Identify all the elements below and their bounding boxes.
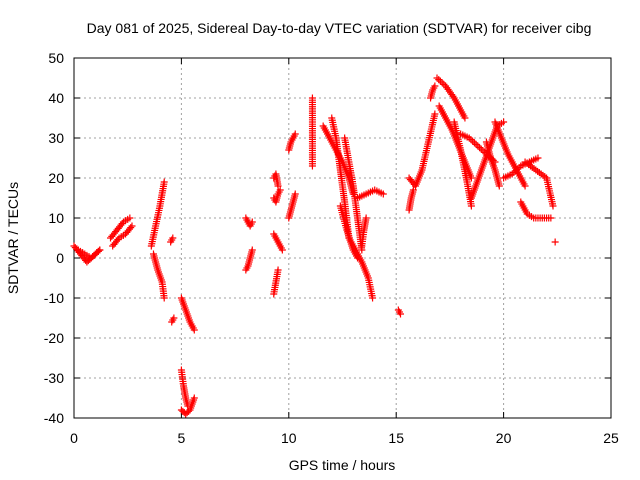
data-point bbox=[354, 254, 362, 262]
data-point bbox=[476, 144, 484, 152]
y-tick-label: 30 bbox=[48, 130, 64, 146]
y-tick-label: 20 bbox=[48, 170, 64, 186]
data-point bbox=[534, 154, 542, 162]
data-point bbox=[170, 314, 178, 322]
data-point bbox=[449, 92, 457, 100]
data-point bbox=[291, 190, 299, 198]
data-point bbox=[126, 214, 134, 222]
data-point bbox=[274, 182, 282, 190]
data-point bbox=[96, 246, 104, 254]
plot-frame bbox=[73, 57, 612, 419]
data-point bbox=[274, 266, 282, 274]
data-point bbox=[477, 145, 485, 153]
data-point bbox=[467, 136, 475, 144]
data-point bbox=[190, 326, 198, 334]
data-point bbox=[440, 80, 448, 88]
data-point bbox=[472, 140, 480, 148]
y-tick-label: -20 bbox=[44, 330, 64, 346]
data-point bbox=[512, 167, 520, 175]
data-point bbox=[433, 74, 441, 82]
y-tick-label: 10 bbox=[48, 210, 64, 226]
data-point bbox=[469, 137, 477, 145]
data-points bbox=[70, 74, 559, 418]
data-point bbox=[479, 147, 487, 155]
data-point bbox=[278, 246, 286, 254]
x-tick-label: 5 bbox=[178, 430, 186, 446]
data-point bbox=[190, 394, 198, 402]
data-point bbox=[467, 202, 475, 210]
data-point bbox=[470, 139, 478, 147]
x-tick-label: 20 bbox=[496, 430, 512, 446]
data-point bbox=[436, 77, 444, 85]
x-axis-label: GPS time / hours bbox=[289, 457, 396, 473]
data-point bbox=[379, 190, 387, 198]
x-tick-label: 15 bbox=[388, 430, 404, 446]
data-point bbox=[160, 294, 168, 302]
data-point bbox=[308, 162, 316, 170]
data-point bbox=[369, 294, 377, 302]
data-point bbox=[435, 76, 443, 84]
data-point bbox=[474, 142, 482, 150]
data-point bbox=[94, 247, 102, 255]
data-point bbox=[396, 310, 404, 318]
data-point bbox=[521, 182, 529, 190]
data-point bbox=[291, 130, 299, 138]
y-tick-label: -40 bbox=[44, 410, 64, 426]
gridlines bbox=[74, 58, 611, 418]
y-tick-label: 50 bbox=[48, 50, 64, 66]
data-point bbox=[508, 170, 516, 178]
data-point bbox=[461, 114, 469, 122]
data-point bbox=[169, 234, 177, 242]
chart-title: Day 081 of 2025, Sidereal Day-to-day VTE… bbox=[87, 20, 592, 36]
data-point bbox=[465, 134, 473, 142]
data-point bbox=[438, 79, 446, 87]
data-point bbox=[431, 110, 439, 118]
data-point bbox=[431, 82, 439, 90]
data-point bbox=[127, 224, 135, 232]
x-tick-label: 0 bbox=[70, 430, 78, 446]
data-point bbox=[160, 178, 168, 186]
data-point bbox=[495, 182, 503, 190]
data-point bbox=[547, 214, 555, 222]
y-tick-label: -10 bbox=[44, 290, 64, 306]
data-point bbox=[409, 186, 417, 194]
x-tick-label: 10 bbox=[281, 430, 297, 446]
data-point bbox=[549, 202, 557, 210]
data-point bbox=[551, 238, 559, 246]
y-tick-label: 0 bbox=[56, 250, 64, 266]
data-point bbox=[276, 186, 284, 194]
data-point bbox=[510, 168, 518, 176]
data-point bbox=[248, 218, 256, 226]
axis-ticks: -40 -30 -20 -10 0 10 20 30 40 50 0 5 10 15 20 25 bbox=[44, 50, 619, 446]
data-point bbox=[128, 222, 136, 230]
y-axis-label: SDTVAR / TECUs bbox=[5, 182, 21, 294]
data-point bbox=[513, 165, 521, 173]
x-tick-label: 25 bbox=[603, 430, 619, 446]
y-tick-label: -30 bbox=[44, 370, 64, 386]
data-point bbox=[500, 118, 508, 126]
y-tick-label: 40 bbox=[48, 90, 64, 106]
data-point bbox=[362, 214, 370, 222]
data-point bbox=[515, 164, 523, 172]
data-point bbox=[248, 246, 256, 254]
